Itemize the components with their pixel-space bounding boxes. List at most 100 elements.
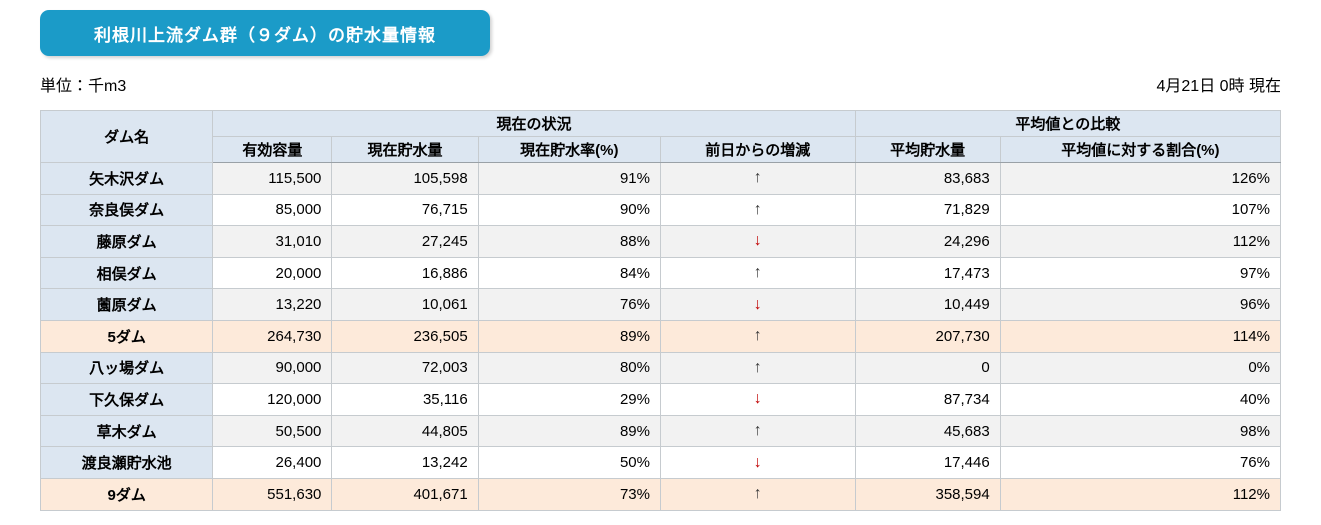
avg-storage-cell: 45,683 (854, 414, 1001, 448)
avg-ratio-cell: 0% (999, 351, 1282, 385)
avg-ratio-cell: 112% (999, 225, 1282, 258)
table-row-aimata: 相俣ダム 20,000 16,886 84% ↑ 17,473 97% (39, 256, 1282, 290)
change-arrow-icon: ↑ (659, 256, 856, 290)
dam-name-cell: 相俣ダム (39, 256, 214, 290)
table-row-watarase: 渡良瀬貯水池 26,400 13,242 50% ↓ 17,446 76% (39, 446, 1282, 479)
table-row-5dam-subtotal: 5ダム 264,730 236,505 89% ↑ 207,730 114% (39, 319, 1282, 353)
table-row-9dam-total: 9ダム 551,630 401,671 73% ↑ 358,594 112% (39, 477, 1282, 511)
current-storage-cell: 35,116 (331, 383, 479, 416)
meta-row: 単位：千m3 4月21日 0時 現在 (40, 72, 1281, 96)
table-row-shimokubo: 下久保ダム 120,000 35,116 29% ↓ 87,734 40% (39, 383, 1282, 416)
avg-storage-cell: 87,734 (854, 383, 1001, 416)
header-sub-row: 有効容量 現在貯水量 現在貯水率(%) 前日からの増減 平均貯水量 平均値に対す… (41, 136, 1282, 163)
table-row-yagisawa: 矢木沢ダム 115,500 105,598 91% ↑ 83,683 126% (39, 162, 1282, 195)
capacity-cell: 115,500 (212, 162, 333, 195)
capacity-cell: 264,730 (212, 319, 333, 353)
header-group-row: ダム名 現在の状況 平均値との比較 (39, 110, 1282, 163)
col-header-avg-ratio: 平均値に対する割合(%) (999, 136, 1282, 163)
current-rate-cell: 89% (477, 414, 661, 448)
change-arrow-icon: ↑ (659, 477, 856, 511)
table-row-fujiwara: 藤原ダム 31,010 27,245 88% ↓ 24,296 112% (39, 225, 1282, 258)
table-row-naramata: 奈良俣ダム 85,000 76,715 90% ↑ 71,829 107% (39, 193, 1282, 227)
change-arrow-icon: ↓ (659, 288, 856, 321)
col-header-current-rate: 現在貯水率(%) (477, 136, 661, 163)
dam-name-cell: 藤原ダム (39, 225, 214, 258)
dam-name-cell: 矢木沢ダム (39, 162, 214, 195)
capacity-cell: 85,000 (212, 193, 333, 227)
avg-storage-cell: 358,594 (854, 477, 1001, 511)
col-header-day-change: 前日からの増減 (659, 136, 856, 163)
col-group-current-status: 現在の状況 (212, 110, 856, 137)
current-storage-cell: 44,805 (331, 414, 479, 448)
current-rate-cell: 84% (477, 256, 661, 290)
current-storage-cell: 13,242 (331, 446, 479, 479)
avg-ratio-cell: 97% (999, 256, 1282, 290)
table-body: 矢木沢ダム 115,500 105,598 91% ↑ 83,683 126% … (39, 162, 1282, 511)
avg-ratio-cell: 112% (999, 477, 1282, 511)
avg-storage-cell: 71,829 (854, 193, 1001, 227)
current-rate-cell: 89% (477, 319, 661, 353)
current-rate-cell: 88% (477, 225, 661, 258)
avg-storage-cell: 83,683 (854, 162, 1001, 195)
capacity-cell: 551,630 (212, 477, 333, 511)
page-title-text: 利根川上流ダム群（９ダム）の貯水量情報 (94, 25, 436, 45)
change-arrow-icon: ↑ (659, 319, 856, 353)
avg-storage-cell: 17,446 (854, 446, 1001, 479)
change-arrow-icon: ↑ (659, 193, 856, 227)
current-storage-cell: 10,061 (331, 288, 479, 321)
avg-ratio-cell: 76% (999, 446, 1282, 479)
avg-storage-cell: 10,449 (854, 288, 1001, 321)
current-storage-cell: 401,671 (331, 477, 479, 511)
col-header-current-storage: 現在貯水量 (331, 136, 479, 163)
current-rate-cell: 76% (477, 288, 661, 321)
table-row-kusaki: 草木ダム 50,500 44,805 89% ↑ 45,683 98% (39, 414, 1282, 448)
avg-ratio-cell: 107% (999, 193, 1282, 227)
table-row-yamba: 八ッ場ダム 90,000 72,003 80% ↑ 0 0% (39, 351, 1282, 385)
col-group-average-comparison: 平均値との比較 (854, 110, 1282, 137)
capacity-cell: 13,220 (212, 288, 333, 321)
dam-storage-table: ダム名 現在の状況 平均値との比較 有効容量 現在貯水量 現在貯水率(%) 前日… (39, 110, 1282, 511)
capacity-cell: 20,000 (212, 256, 333, 290)
current-storage-cell: 105,598 (331, 162, 479, 195)
current-rate-cell: 73% (477, 477, 661, 511)
avg-storage-cell: 207,730 (854, 319, 1001, 353)
table-row-sonohara: 薗原ダム 13,220 10,061 76% ↓ 10,449 96% (39, 288, 1282, 321)
avg-ratio-cell: 96% (999, 288, 1282, 321)
avg-ratio-cell: 40% (999, 383, 1282, 416)
change-arrow-icon: ↓ (659, 225, 856, 258)
capacity-cell: 90,000 (212, 351, 333, 385)
current-storage-cell: 27,245 (331, 225, 479, 258)
unit-label: 単位：千m3 (40, 78, 127, 95)
col-header-dam-name: ダム名 (39, 110, 214, 163)
avg-storage-cell: 0 (854, 351, 1001, 385)
current-rate-cell: 91% (477, 162, 661, 195)
capacity-cell: 120,000 (212, 383, 333, 416)
page-title: 利根川上流ダム群（９ダム）の貯水量情報 (40, 10, 490, 56)
current-storage-cell: 16,886 (331, 256, 479, 290)
current-rate-cell: 50% (477, 446, 661, 479)
avg-ratio-cell: 126% (999, 162, 1282, 195)
col-header-avg-storage: 平均貯水量 (854, 136, 1001, 163)
avg-storage-cell: 24,296 (854, 225, 1001, 258)
dam-name-cell: 9ダム (39, 477, 214, 511)
change-arrow-icon: ↑ (659, 351, 856, 385)
avg-ratio-cell: 98% (999, 414, 1282, 448)
dam-name-cell: 草木ダム (39, 414, 214, 448)
dam-name-cell: 奈良俣ダム (39, 193, 214, 227)
table-header: ダム名 現在の状況 平均値との比較 有効容量 現在貯水量 現在貯水率(%) 前日… (39, 110, 1282, 163)
dam-name-cell: 下久保ダム (39, 383, 214, 416)
dam-name-cell: 薗原ダム (39, 288, 214, 321)
avg-ratio-cell: 114% (999, 319, 1282, 353)
current-storage-cell: 76,715 (331, 193, 479, 227)
current-storage-cell: 72,003 (331, 351, 479, 385)
current-storage-cell: 236,505 (331, 319, 479, 353)
change-arrow-icon: ↑ (659, 162, 856, 195)
dam-name-cell: 八ッ場ダム (39, 351, 214, 385)
capacity-cell: 26,400 (212, 446, 333, 479)
current-rate-cell: 80% (477, 351, 661, 385)
change-arrow-icon: ↑ (659, 414, 856, 448)
change-arrow-icon: ↓ (659, 446, 856, 479)
capacity-cell: 50,500 (212, 414, 333, 448)
capacity-cell: 31,010 (212, 225, 333, 258)
